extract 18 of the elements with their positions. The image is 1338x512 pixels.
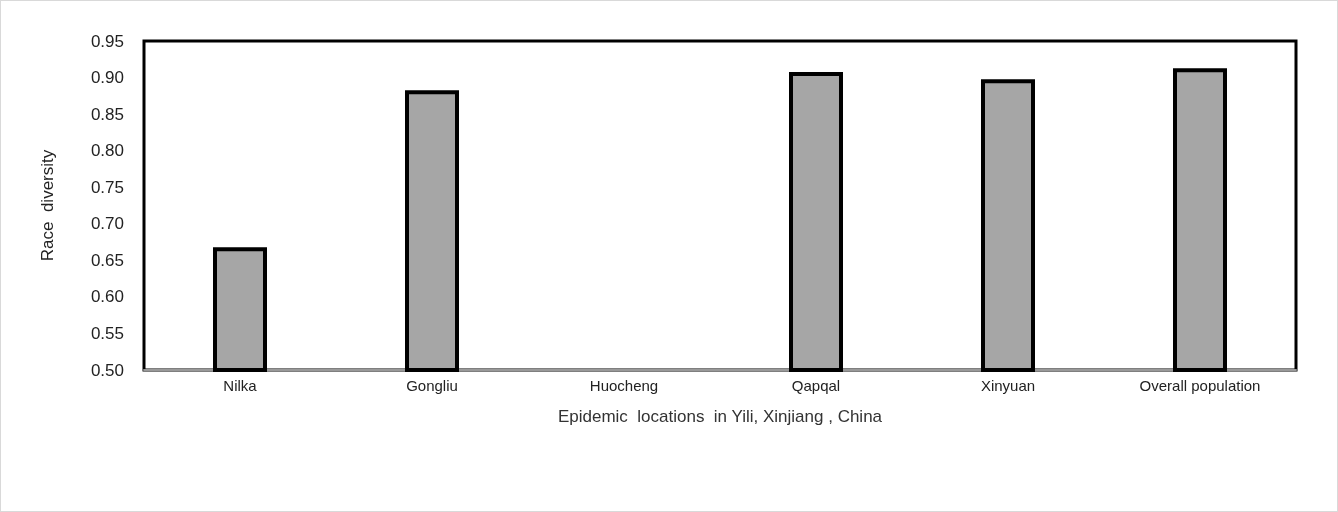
y-tick-label: 0.70 — [90, 214, 124, 234]
y-tick-label: 0.80 — [90, 141, 124, 161]
y-tick-label: 0.95 — [90, 31, 124, 51]
y-tick-label: 0.55 — [90, 323, 124, 343]
y-tick-label: 0.50 — [90, 360, 124, 380]
y-axis-title: Race diversity — [38, 149, 57, 262]
x-tick-label: Huocheng — [589, 377, 659, 394]
y-tick-label: 0.85 — [90, 104, 124, 124]
y-tick-label: 0.60 — [90, 287, 124, 307]
y-tick-label: 0.75 — [90, 177, 124, 197]
x-tick-label: Qapqal — [791, 377, 841, 394]
y-tick-label: 0.90 — [90, 68, 124, 88]
x-tick-label: Xinyuan — [980, 377, 1036, 394]
x-tick-label: Nilka — [223, 377, 258, 394]
x-tick-label: Gongliu — [406, 377, 458, 394]
y-tick-label: 0.65 — [90, 250, 124, 270]
x-tick-label: Overall population — [1139, 377, 1261, 394]
x-axis-title: Epidemic locations in Yili, Xinjiang , China — [557, 407, 883, 426]
